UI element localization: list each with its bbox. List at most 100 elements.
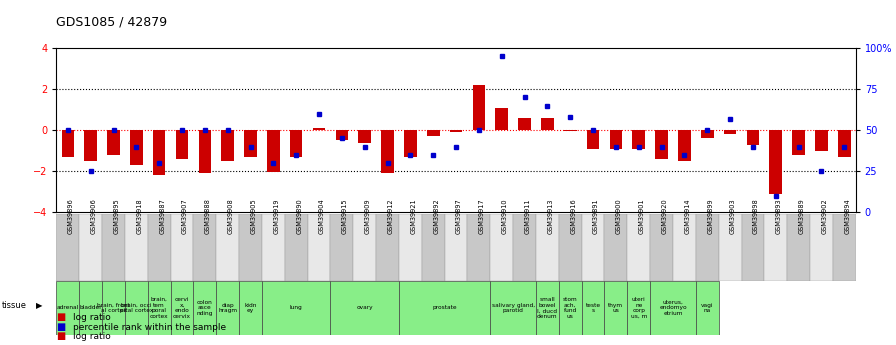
Text: GSM39892: GSM39892 (434, 198, 439, 234)
Text: GSM39891: GSM39891 (593, 198, 599, 234)
Bar (353, 214, 376, 281)
Text: brain, front
al cortex: brain, front al cortex (98, 303, 130, 313)
Bar (130, 130, 142, 165)
Bar (559, 214, 582, 281)
Bar (358, 130, 371, 142)
Bar (176, 130, 188, 159)
Bar (655, 130, 668, 159)
Text: GSM39898: GSM39898 (753, 198, 759, 234)
Text: teste
s: teste s (585, 303, 600, 313)
Text: GSM39916: GSM39916 (570, 198, 576, 234)
Text: GSM39900: GSM39900 (616, 198, 622, 234)
Bar (536, 281, 559, 335)
Text: GSM39915: GSM39915 (342, 198, 348, 234)
Bar (262, 214, 285, 281)
Bar (84, 130, 97, 161)
Bar (696, 281, 719, 335)
Text: colon
asce
nding: colon asce nding (197, 299, 213, 316)
Text: prostate: prostate (433, 305, 457, 310)
Text: lung: lung (289, 305, 303, 310)
Text: stom
ach,
fund
us: stom ach, fund us (563, 297, 578, 319)
Bar (62, 130, 74, 157)
Bar (102, 281, 125, 335)
Bar (815, 130, 828, 151)
Text: GSM39899: GSM39899 (707, 198, 713, 234)
Bar (627, 214, 650, 281)
Bar (262, 281, 331, 335)
Bar (108, 130, 120, 155)
Text: ■: ■ (56, 331, 65, 341)
Bar (609, 130, 622, 149)
Bar (678, 130, 691, 161)
Text: cervi
x,
endo
cervix: cervi x, endo cervix (173, 297, 191, 319)
Bar (267, 130, 280, 172)
Bar (307, 214, 331, 281)
Text: GSM39921: GSM39921 (410, 198, 417, 234)
Text: log ratio: log ratio (73, 332, 110, 341)
Bar (788, 214, 810, 281)
Text: GSM39909: GSM39909 (365, 198, 371, 234)
Bar (427, 130, 440, 136)
Text: GSM39913: GSM39913 (547, 198, 554, 234)
Text: GSM39905: GSM39905 (251, 198, 256, 234)
Bar (382, 130, 394, 173)
Bar (724, 130, 737, 134)
Bar (170, 214, 194, 281)
Bar (770, 130, 782, 194)
Text: small
bowel
I, ducd
denum: small bowel I, ducd denum (537, 297, 557, 319)
Bar (102, 214, 125, 281)
Bar (541, 118, 554, 130)
Bar (559, 281, 582, 335)
Bar (605, 214, 627, 281)
Bar (194, 281, 216, 335)
Bar (490, 281, 536, 335)
Bar (513, 214, 536, 281)
Bar (490, 214, 513, 281)
Bar (810, 214, 833, 281)
Bar (216, 281, 239, 335)
Bar (153, 130, 166, 175)
Text: adrenal: adrenal (56, 305, 79, 310)
Bar (79, 281, 102, 335)
Bar (792, 130, 805, 155)
Text: GSM39894: GSM39894 (844, 198, 850, 234)
Text: GSM39912: GSM39912 (388, 198, 393, 234)
Text: tissue: tissue (2, 301, 27, 310)
Bar (376, 214, 399, 281)
Bar (742, 214, 764, 281)
Text: bladder: bladder (80, 305, 102, 310)
Bar (633, 130, 645, 149)
Bar (239, 214, 262, 281)
Bar (518, 118, 530, 130)
Bar (331, 281, 399, 335)
Bar (582, 214, 605, 281)
Bar (56, 214, 79, 281)
Text: log ratio: log ratio (73, 313, 110, 322)
Text: ■: ■ (56, 312, 65, 322)
Bar (194, 214, 216, 281)
Text: GSM39889: GSM39889 (798, 198, 805, 234)
Text: GSM39897: GSM39897 (456, 198, 462, 234)
Bar (170, 281, 194, 335)
Bar (399, 214, 422, 281)
Bar (764, 214, 788, 281)
Bar (536, 214, 559, 281)
Bar (701, 130, 713, 138)
Bar (56, 281, 79, 335)
Bar (587, 130, 599, 149)
Bar (564, 130, 576, 131)
Bar (125, 281, 148, 335)
Bar (79, 214, 102, 281)
Bar (239, 281, 262, 335)
Text: GSM39893: GSM39893 (776, 198, 781, 234)
Text: GSM39911: GSM39911 (524, 198, 530, 234)
Text: uterus,
endomyo
etrium: uterus, endomyo etrium (659, 299, 687, 316)
Bar (746, 130, 759, 145)
Text: kidn
ey: kidn ey (245, 303, 257, 313)
Text: thym
us: thym us (608, 303, 624, 313)
Text: GSM39902: GSM39902 (822, 198, 827, 234)
Bar (313, 128, 325, 130)
Bar (495, 108, 508, 130)
Bar (627, 281, 650, 335)
Text: GSM39903: GSM39903 (730, 198, 737, 234)
